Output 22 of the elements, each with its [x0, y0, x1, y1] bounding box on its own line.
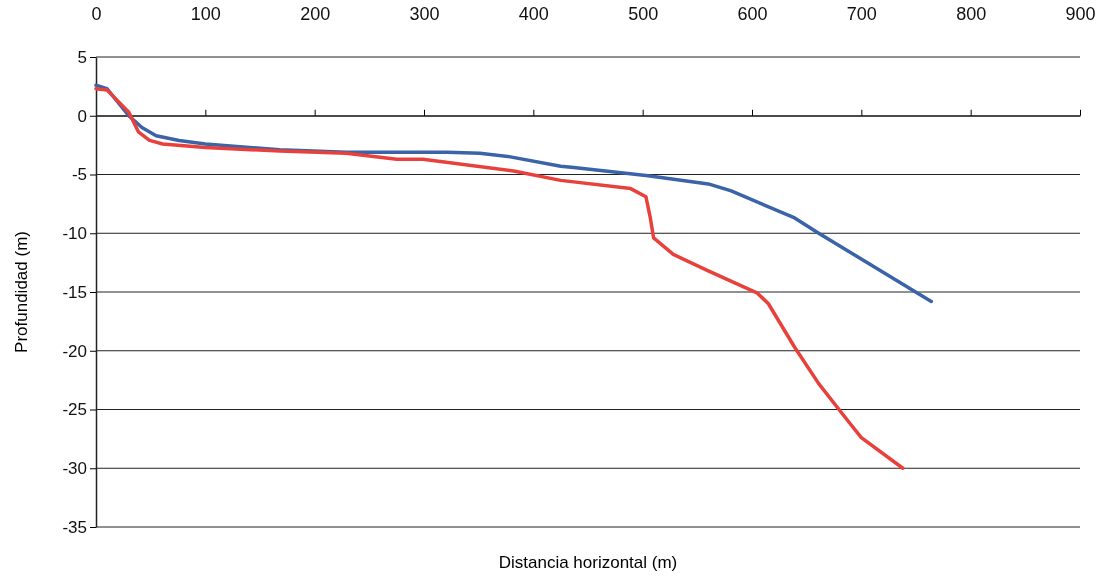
x-tick-label: 600: [737, 4, 768, 24]
y-tick-label: -5: [71, 165, 87, 185]
x-tick-label: 800: [956, 4, 987, 24]
x-tick-label: 200: [300, 4, 331, 24]
x-tick-label: 100: [190, 4, 221, 24]
y-tick-label: 0: [77, 106, 87, 126]
x-tick-label: 0: [91, 4, 102, 24]
y-tick-label: -30: [62, 459, 87, 479]
y-tick-label: -35: [62, 517, 87, 537]
y-tick-label: -10: [62, 224, 87, 244]
x-axis-title: Distancia horizontal (m): [498, 553, 678, 572]
x-tick-label: 900: [1065, 4, 1096, 24]
x-tick-label: 500: [628, 4, 659, 24]
y-tick-label: -25: [62, 400, 87, 420]
line-series: [94, 86, 905, 470]
y-axis-title: Profundidad (m): [12, 231, 31, 353]
y-tick-label: -15: [62, 282, 87, 302]
y-tick-label: 5: [77, 47, 87, 67]
x-tick-label: 300: [409, 4, 440, 24]
x-tick-label: 700: [846, 4, 877, 24]
x-tick-label: 400: [518, 4, 549, 24]
y-tick-label: -20: [62, 341, 87, 361]
